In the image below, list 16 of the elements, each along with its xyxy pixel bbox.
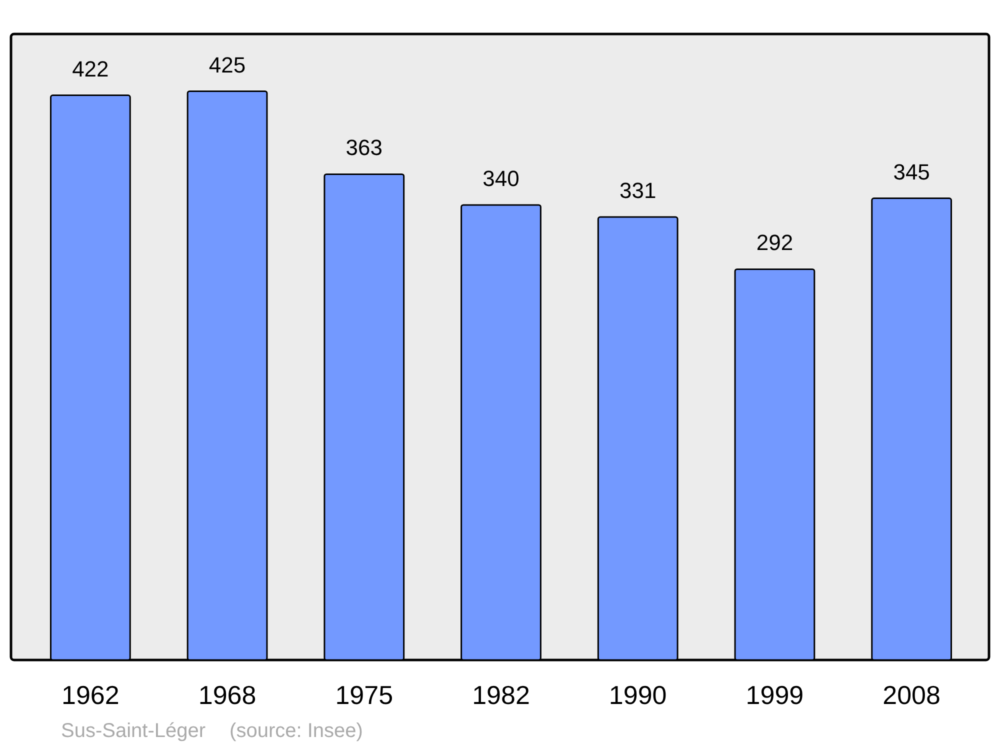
data-label: 422 (72, 56, 109, 82)
x-tick-label: 1968 (198, 680, 256, 710)
data-label: 340 (482, 166, 520, 191)
x-tick-label: 1999 (746, 680, 804, 710)
x-tick-label: 1990 (608, 680, 667, 710)
text: Sus-Saint-Léger (61, 720, 206, 742)
data-label: 292 (756, 230, 794, 256)
x-tick-label: 1982 (472, 680, 530, 710)
data-label: 363 (346, 135, 382, 160)
data-label: 425 (208, 52, 246, 78)
x-tick-label: 1975 (335, 680, 394, 710)
x-tick-label: 1962 (62, 680, 120, 710)
data-label: 345 (893, 159, 930, 184)
text: (source: Insee) (230, 720, 363, 742)
x-tick-label: 2008 (882, 680, 940, 710)
data-label: 331 (620, 178, 656, 204)
